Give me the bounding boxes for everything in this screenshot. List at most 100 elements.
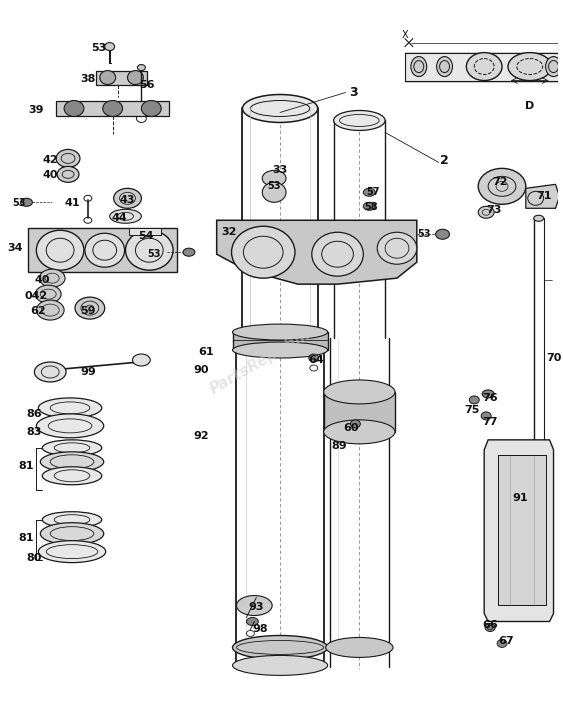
Text: 91: 91	[512, 492, 528, 503]
Ellipse shape	[247, 617, 258, 626]
Bar	[324, 392, 395, 432]
Ellipse shape	[41, 452, 104, 472]
Text: 81: 81	[19, 461, 34, 471]
Ellipse shape	[85, 234, 124, 267]
Polygon shape	[217, 221, 417, 284]
Ellipse shape	[127, 71, 144, 84]
Bar	[498, 455, 546, 604]
Text: 042: 042	[25, 291, 48, 301]
Ellipse shape	[363, 203, 375, 211]
Ellipse shape	[114, 188, 141, 208]
Ellipse shape	[436, 229, 449, 239]
Ellipse shape	[534, 588, 544, 595]
Text: 66: 66	[482, 621, 498, 630]
Ellipse shape	[34, 362, 66, 382]
Ellipse shape	[470, 396, 479, 404]
Bar	[498, 455, 546, 604]
Ellipse shape	[482, 390, 494, 398]
Text: 64: 64	[308, 355, 324, 365]
Ellipse shape	[126, 230, 173, 270]
Ellipse shape	[546, 56, 561, 76]
Polygon shape	[484, 440, 553, 622]
Ellipse shape	[478, 169, 526, 204]
Ellipse shape	[309, 354, 319, 362]
Text: 40: 40	[34, 275, 50, 285]
Polygon shape	[96, 71, 148, 84]
Ellipse shape	[102, 100, 123, 117]
Ellipse shape	[42, 512, 102, 528]
Ellipse shape	[325, 637, 393, 658]
Ellipse shape	[233, 655, 328, 676]
Ellipse shape	[236, 596, 272, 616]
Ellipse shape	[75, 297, 105, 319]
Text: 3: 3	[349, 86, 358, 99]
Ellipse shape	[466, 53, 502, 81]
Ellipse shape	[42, 440, 102, 456]
Text: 73: 73	[486, 205, 502, 216]
Ellipse shape	[37, 300, 64, 320]
Text: 39: 39	[29, 105, 44, 115]
Text: 40: 40	[42, 170, 58, 180]
Ellipse shape	[105, 43, 115, 50]
Ellipse shape	[262, 182, 286, 203]
Text: 77: 77	[482, 417, 498, 427]
Text: 99: 99	[80, 367, 96, 377]
Ellipse shape	[137, 65, 145, 71]
Text: 53: 53	[267, 182, 281, 191]
Ellipse shape	[233, 342, 328, 358]
Ellipse shape	[37, 230, 84, 270]
Ellipse shape	[20, 198, 33, 206]
Polygon shape	[526, 185, 560, 208]
Ellipse shape	[478, 206, 494, 218]
Ellipse shape	[38, 398, 102, 418]
Text: 34: 34	[8, 243, 23, 253]
Text: 70: 70	[546, 353, 561, 363]
Text: 89: 89	[332, 441, 347, 451]
Ellipse shape	[39, 269, 65, 287]
Ellipse shape	[363, 188, 375, 196]
Ellipse shape	[37, 414, 104, 438]
Ellipse shape	[481, 412, 491, 420]
Ellipse shape	[534, 216, 544, 221]
Ellipse shape	[41, 523, 104, 544]
Bar	[129, 229, 161, 235]
Text: 44: 44	[111, 213, 127, 224]
Text: 42: 42	[42, 156, 58, 165]
Text: 75: 75	[464, 405, 480, 415]
Ellipse shape	[497, 640, 507, 647]
Text: D: D	[525, 102, 534, 112]
Ellipse shape	[377, 232, 417, 264]
Text: 92: 92	[193, 431, 209, 441]
Text: 38: 38	[80, 74, 96, 84]
Text: 41: 41	[64, 198, 80, 208]
Ellipse shape	[141, 100, 161, 117]
Ellipse shape	[233, 324, 328, 340]
Text: 90: 90	[193, 365, 208, 375]
Ellipse shape	[334, 110, 385, 131]
Ellipse shape	[437, 56, 453, 76]
Ellipse shape	[35, 285, 61, 303]
Text: 83: 83	[26, 427, 42, 437]
Text: 62: 62	[30, 306, 46, 316]
Text: 72: 72	[492, 177, 508, 187]
Text: 53: 53	[417, 229, 431, 239]
Text: 33: 33	[272, 165, 288, 175]
Bar	[405, 53, 557, 81]
Text: 86: 86	[26, 409, 42, 419]
Ellipse shape	[324, 380, 395, 404]
Ellipse shape	[56, 149, 80, 167]
Text: 32: 32	[221, 227, 236, 237]
Text: 53: 53	[12, 198, 25, 208]
Ellipse shape	[100, 71, 115, 84]
Text: 58: 58	[364, 203, 378, 212]
Ellipse shape	[324, 420, 395, 444]
Ellipse shape	[132, 354, 150, 366]
Text: 53: 53	[148, 249, 161, 260]
Ellipse shape	[233, 635, 328, 660]
Text: PartsRepublik: PartsRepublik	[208, 324, 318, 397]
Ellipse shape	[508, 53, 552, 81]
Text: 59: 59	[80, 306, 96, 316]
Text: 61: 61	[198, 347, 213, 357]
Text: 57: 57	[367, 187, 380, 198]
Ellipse shape	[312, 232, 363, 276]
